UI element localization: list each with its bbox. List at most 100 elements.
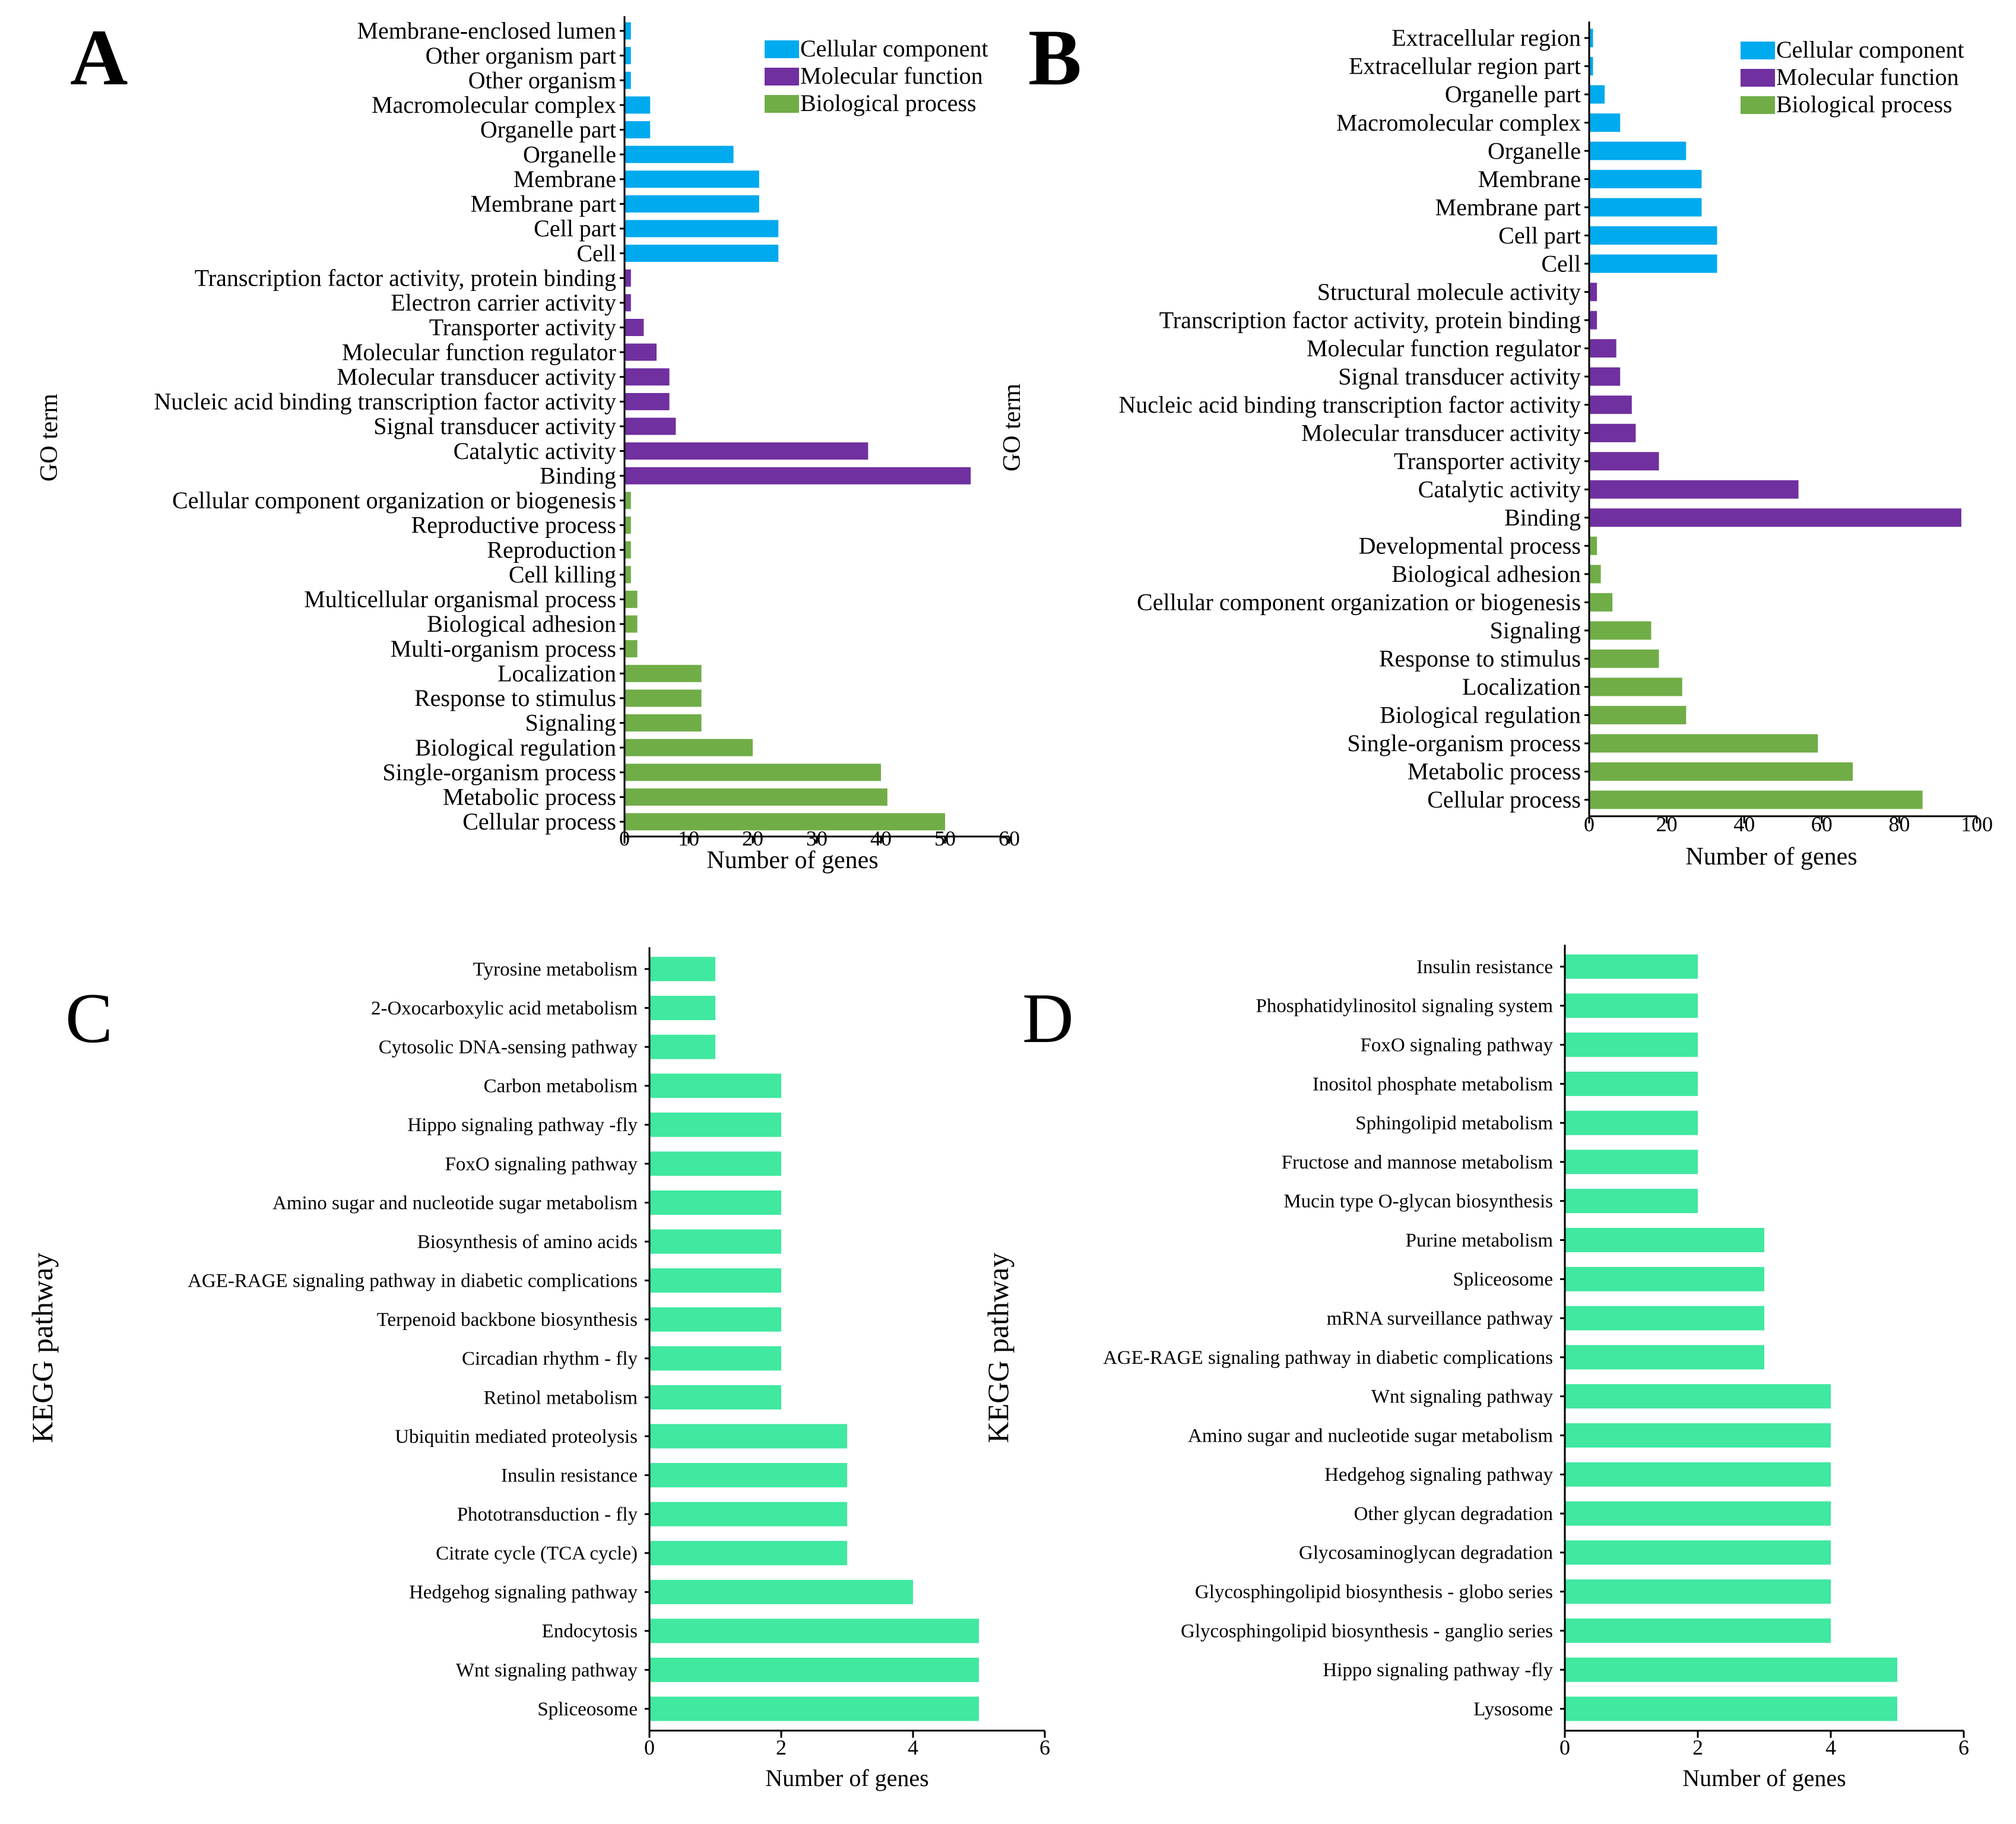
panel-d-plot-area: Insulin resistance Phosphatidylinositol s…: [1103, 945, 1969, 1759]
panel-a-category-label: Response to stimulus: [414, 685, 616, 711]
panel-d-x-tick-label: 0: [1559, 1736, 1570, 1759]
panel-c-bar: [649, 1151, 781, 1176]
panel-a-bar: [625, 689, 702, 707]
panel-c-bar: [649, 1502, 847, 1527]
panel-a-legend-swatch: [765, 68, 799, 86]
panel-b-category-label: Single-organism process: [1347, 730, 1581, 756]
panel-c-x-tick-label: 6: [1039, 1736, 1050, 1759]
panel-a-category-label: Molecular transducer activity: [337, 363, 616, 390]
panel-c-bar: [649, 1463, 847, 1487]
panel-b-category-label: Organelle: [1488, 137, 1581, 164]
panel-d-category-label: Sphingolipid metabolism: [1355, 1113, 1553, 1134]
panel-b-legend-label: Cellular component: [1776, 36, 1964, 63]
panel-b-category-label: Extracellular region: [1391, 24, 1581, 51]
panel-d-category-label: Insulin resistance: [1416, 957, 1553, 978]
panel-a-category-label: Cell: [576, 240, 616, 267]
panel-a-bar: [625, 47, 631, 65]
panel-a-category-label: Signaling: [525, 710, 616, 736]
panel-a-bar: [625, 788, 887, 806]
panel-b-category-label: Structural molecule activity: [1317, 278, 1581, 305]
panel-a-bar: [625, 71, 631, 89]
panel-b-bar: [1589, 226, 1717, 245]
panel-c-bar: [649, 1424, 847, 1449]
panel-b-category-label: Localization: [1462, 673, 1581, 700]
panel-c-x-tick-label: 2: [776, 1736, 787, 1759]
panel-d-bar: [1565, 993, 1698, 1018]
panel-a-bar: [625, 170, 759, 188]
panel-a-bar: [625, 220, 779, 238]
panel-d-bar: [1565, 1657, 1897, 1682]
panel-a-category-label: Membrane-enclosed lumen: [357, 17, 616, 44]
panel-b-legend-swatch: [1741, 96, 1775, 114]
panel-b-x-tick-label: 0: [1584, 812, 1595, 836]
panel-c-category-label: Circadian rhythm - fly: [462, 1348, 638, 1370]
panel-b-bar: [1589, 677, 1682, 696]
panel-a-bar: [625, 517, 631, 534]
panel-b-category-label: Transcription factor activity, protein b…: [1159, 306, 1581, 333]
panel-a-bar: [625, 467, 971, 484]
panel-a-category-label: Other organism part: [426, 42, 616, 69]
panel-a-y-axis-label: GO term: [36, 394, 63, 482]
panel-c-category-label: Terpenoid backbone biosynthesis: [377, 1309, 638, 1331]
panel-a-legend-label: Cellular component: [800, 35, 988, 62]
panel-c-category-label: Hedgehog signaling pathway: [409, 1582, 638, 1603]
panel-d-bar: [1565, 1384, 1831, 1409]
panel-a-legend-swatch: [765, 95, 799, 113]
panel-b-legend-swatch: [1741, 69, 1775, 87]
panel-b-legend-label: Molecular function: [1776, 64, 1959, 90]
panel-b-bar: [1589, 649, 1659, 668]
panel-b-category-label: Molecular function regulator: [1307, 335, 1581, 362]
panel-b-bar: [1589, 311, 1597, 330]
panel-d-bar: [1565, 1266, 1764, 1291]
panel-d-category-label: Mucin type O-glycan biosynthesis: [1283, 1191, 1553, 1212]
panel-a-x-tick-label: 50: [934, 826, 956, 850]
panel-b-category-label: Membrane: [1478, 166, 1581, 192]
panel-a-category-label: Organelle: [523, 141, 616, 167]
panel-a-category-label: Localization: [497, 660, 616, 687]
panel-a-bar: [625, 121, 651, 138]
panel-b-bar: [1589, 423, 1636, 442]
panel-a-category-label: Reproduction: [487, 536, 616, 563]
panel-d-category-label: Glycosaminoglycan degradation: [1299, 1543, 1553, 1564]
panel-a-x-tick-label: 0: [619, 826, 630, 850]
panel-d-y-axis-label: KEGG pathway: [981, 1253, 1015, 1443]
panel-b-category-label: Metabolic process: [1408, 758, 1581, 785]
panel-b-bar: [1589, 170, 1702, 189]
panel-b-category-label: Membrane part: [1435, 194, 1581, 220]
panel-d-category-label: Other glycan degradation: [1354, 1503, 1553, 1525]
panel-a-bar: [625, 590, 638, 608]
panel-a-bar: [625, 714, 702, 732]
panel-c-category-label: Cytosolic DNA-sensing pathway: [379, 1037, 638, 1058]
panel-b-category-label: Transporter activity: [1394, 448, 1581, 474]
panel-b-bar: [1589, 705, 1687, 724]
panel-c-y-axis-label: KEGG pathway: [26, 1253, 59, 1443]
panel-a-bar: [625, 566, 631, 584]
panel-c-category-label: Ubiquitin mediated proteolysis: [395, 1426, 638, 1448]
panel-c-category-label: Spliceosome: [537, 1699, 638, 1720]
panel-b-bar: [1589, 762, 1853, 781]
panel-d-category-label: Fructose and mannose metabolism: [1282, 1152, 1554, 1173]
panel-d-category-label: Phosphatidylinositol signaling system: [1256, 996, 1553, 1017]
panel-b-x-tick-label: 80: [1888, 812, 1910, 836]
panel-b-category-label: Developmental process: [1359, 533, 1581, 559]
panel-a-bar: [625, 195, 759, 213]
panel-b-category-label: Biological regulation: [1380, 702, 1581, 729]
panel-d-letter: D: [1022, 978, 1074, 1057]
panel-a-x-tick-label: 40: [870, 826, 892, 850]
panel-a-category-label: Membrane: [513, 166, 616, 192]
panel-d-category-label: Glycosphingolipid biosynthesis - globo s…: [1195, 1582, 1553, 1603]
panel-c-category-label: Biosynthesis of amino acids: [417, 1231, 638, 1253]
panel-c-bar: [649, 1112, 781, 1137]
panel-b-bar: [1589, 508, 1961, 527]
panel-c-category-label: AGE-RAGE signaling pathway in diabetic c…: [188, 1271, 638, 1292]
panel-b-bar: [1589, 565, 1601, 584]
panel-d-kegg-chart: D Insulin resistance Phosphatidylinositol…: [981, 945, 1969, 1791]
panel-c-bar: [649, 1268, 781, 1293]
panel-c-category-label: Hippo signaling pathway -fly: [407, 1114, 638, 1136]
panel-c-bar: [649, 1229, 781, 1254]
panel-b-bar: [1589, 452, 1659, 471]
panel-b-bar: [1589, 198, 1702, 217]
